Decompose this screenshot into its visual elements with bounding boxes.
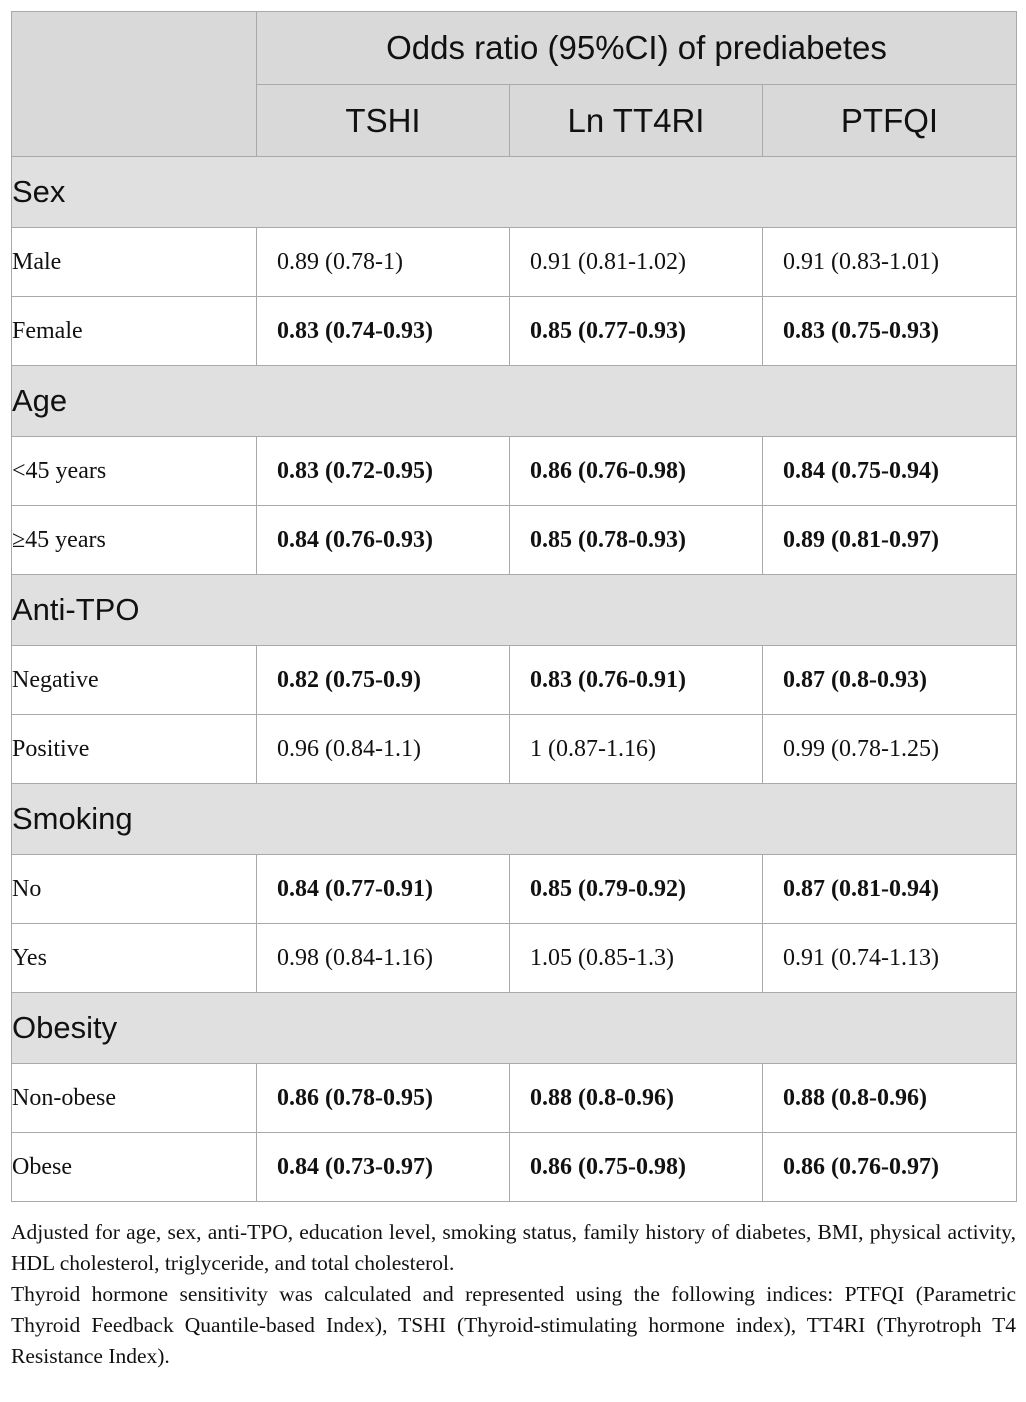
row-label: <45 years	[11, 436, 257, 506]
odds-ratio-cell: 0.86 (0.78-0.95)	[256, 1063, 510, 1133]
odds-ratio-cell: 0.84 (0.75-0.94)	[761, 436, 1018, 506]
column-header-ptfqi: PTFQI	[761, 84, 1018, 157]
odds-ratio-cell: 0.89 (0.78-1)	[256, 227, 510, 297]
odds-ratio-cell: 0.83 (0.75-0.93)	[761, 296, 1018, 366]
table-row: Yes 0.98 (0.84-1.16) 1.05 (0.85-1.3) 0.91 (…	[11, 923, 1018, 993]
row-label: Yes	[11, 923, 257, 993]
odds-ratio-cell: 0.86 (0.76-0.97)	[761, 1132, 1018, 1202]
table-header-row-1: Odds ratio (95%CI) of prediabetes	[11, 11, 1018, 157]
odds-ratio-cell: 0.86 (0.76-0.98)	[509, 436, 763, 506]
header-spanning-title: Odds ratio (95%CI) of prediabetes	[255, 11, 1018, 85]
group-row: Anti-TPO	[10, 574, 1018, 646]
results-table-container: Odds ratio (95%CI) of prediabetes TSHI L…	[10, 11, 1018, 1202]
group-row: Obesity	[10, 992, 1018, 1064]
table-footnotes: Adjusted for age, sex, anti-TPO, educati…	[11, 1217, 1016, 1372]
odds-ratio-cell: 0.84 (0.77-0.91)	[256, 854, 510, 924]
odds-ratio-cell: 0.98 (0.84-1.16)	[256, 923, 510, 993]
footnote-adjustment: Adjusted for age, sex, anti-TPO, educati…	[11, 1220, 1016, 1275]
odds-ratio-cell: 0.88 (0.8-0.96)	[509, 1063, 763, 1133]
row-label: Male	[11, 227, 257, 297]
odds-ratio-cell: 0.83 (0.74-0.93)	[256, 296, 510, 366]
group-row: Age	[10, 365, 1018, 437]
row-label: Negative	[11, 645, 257, 715]
table-row: Negative 0.82 (0.75-0.9) 0.83 (0.76-0.91) 0…	[11, 645, 1018, 715]
group-label: Sex	[10, 156, 1018, 228]
table-header-row-2: TSHI Ln TT4RI PTFQI	[11, 84, 1018, 157]
group-row: Smoking	[10, 783, 1018, 855]
odds-ratio-cell: 1.05 (0.85-1.3)	[509, 923, 763, 993]
odds-ratio-cell: 0.85 (0.79-0.92)	[509, 854, 763, 924]
row-label: No	[11, 854, 257, 924]
odds-ratio-cell: 0.91 (0.74-1.13)	[761, 923, 1018, 993]
odds-ratio-cell: 0.85 (0.77-0.93)	[509, 296, 763, 366]
odds-ratio-cell: 0.84 (0.73-0.97)	[256, 1132, 510, 1202]
odds-ratio-cell: 0.87 (0.8-0.93)	[761, 645, 1018, 715]
header-empty-cell	[11, 11, 257, 157]
table-row: Positive 0.96 (0.84-1.1) 1 (0.87-1.16) 0.99…	[11, 714, 1018, 784]
row-label: Obese	[11, 1132, 257, 1202]
table-row: ≥45 years 0.84 (0.76-0.93) 0.85 (0.78-0.93…	[11, 505, 1018, 575]
table-row: No 0.84 (0.77-0.91) 0.85 (0.79-0.92) 0.87 (…	[11, 854, 1018, 924]
column-header-tshi: TSHI	[256, 84, 510, 157]
table-row: Male 0.89 (0.78-1) 0.91 (0.81-1.02) 0.91 (0…	[11, 227, 1018, 297]
table-row: Non-obese 0.86 (0.78-0.95) 0.88 (0.8-0.96)…	[11, 1063, 1018, 1133]
row-label: Non-obese	[11, 1063, 257, 1133]
group-label: Smoking	[10, 783, 1018, 855]
odds-ratio-cell: 0.87 (0.81-0.94)	[761, 854, 1018, 924]
group-label: Obesity	[10, 992, 1018, 1064]
table-row: Obese 0.84 (0.73-0.97) 0.86 (0.75-0.98) 0.8…	[11, 1132, 1018, 1202]
odds-ratio-cell: 0.89 (0.81-0.97)	[761, 505, 1018, 575]
row-label: Positive	[11, 714, 257, 784]
table-row: <45 years 0.83 (0.72-0.95) 0.86 (0.76-0.98…	[11, 436, 1018, 506]
row-label: Female	[11, 296, 257, 366]
row-label: ≥45 years	[11, 505, 257, 575]
footnote-indices: Thyroid hormone sensitivity was calculat…	[11, 1282, 1016, 1368]
column-header-ln-tt4ri: Ln TT4RI	[509, 84, 763, 157]
group-row: Sex	[10, 156, 1018, 228]
odds-ratio-cell: 0.84 (0.76-0.93)	[256, 505, 510, 575]
odds-ratio-cell: 0.86 (0.75-0.98)	[509, 1132, 763, 1202]
table-row: Female 0.83 (0.74-0.93) 0.85 (0.77-0.93) 0.…	[11, 296, 1018, 366]
group-label: Anti-TPO	[10, 574, 1018, 646]
odds-ratio-cell: 0.88 (0.8-0.96)	[761, 1063, 1018, 1133]
odds-ratio-cell: 0.91 (0.81-1.02)	[509, 227, 763, 297]
odds-ratio-table: Odds ratio (95%CI) of prediabetes TSHI L…	[10, 11, 1018, 1202]
odds-ratio-cell: 0.99 (0.78-1.25)	[761, 714, 1018, 784]
odds-ratio-cell: 0.85 (0.78-0.93)	[509, 505, 763, 575]
odds-ratio-cell: 0.83 (0.72-0.95)	[256, 436, 510, 506]
odds-ratio-cell: 0.83 (0.76-0.91)	[509, 645, 763, 715]
odds-ratio-cell: 0.91 (0.83-1.01)	[761, 227, 1018, 297]
odds-ratio-cell: 0.96 (0.84-1.1)	[256, 714, 510, 784]
odds-ratio-cell: 1 (0.87-1.16)	[509, 714, 763, 784]
odds-ratio-cell: 0.82 (0.75-0.9)	[256, 645, 510, 715]
group-label: Age	[10, 365, 1018, 437]
